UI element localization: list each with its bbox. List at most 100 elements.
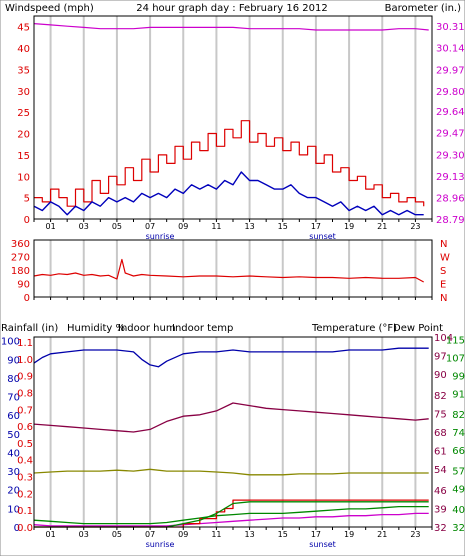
indoor-temp-tick-label: 39 xyxy=(434,505,447,516)
x-tick-label: 21 xyxy=(377,222,387,231)
x-tick-label: 11 xyxy=(211,530,221,539)
indoor-temp-tick-label: 75 xyxy=(434,410,447,421)
baro-tick-label: 28.79 xyxy=(436,215,465,226)
direction-tick-label: 360 xyxy=(11,239,30,250)
sunrise-label: sunrise xyxy=(146,540,175,549)
x-tick-label: 05 xyxy=(112,530,122,539)
temperature-tick-label: 82 xyxy=(452,410,465,421)
indoor-temp-tick-label: 82 xyxy=(434,391,447,402)
humidity-tick-label: 70 xyxy=(7,393,20,404)
humidity-tick-label: 10 xyxy=(7,504,20,515)
humidity-series-line xyxy=(33,347,429,368)
x-tick-label: 17 xyxy=(311,222,321,231)
indoor-temp-series-line xyxy=(33,402,429,433)
x-tick-label: 07 xyxy=(145,530,155,539)
x-tick-label: 03 xyxy=(79,222,89,231)
baro-tick-label: 30.31 xyxy=(436,22,465,33)
indoor-temp-tick-label: 32 xyxy=(434,523,447,534)
x-tick-label: 23 xyxy=(410,222,420,231)
temperature-tick-label: 57 xyxy=(452,466,465,477)
direction-tick-label: 180 xyxy=(11,266,30,277)
indoor-temp-tick-label: 68 xyxy=(434,428,447,439)
rain-tick-label: 0.5 xyxy=(17,439,33,450)
indoor-temp-tick-label: 54 xyxy=(434,465,447,476)
wind-tick-label: 30 xyxy=(17,87,30,98)
baro-tick-label: 28.96 xyxy=(436,193,465,204)
indoor-temp-tick-label: 46 xyxy=(434,486,447,497)
rain-tick-label: 0.3 xyxy=(17,473,33,484)
x-tick-label: 11 xyxy=(211,222,221,231)
temperature-axis-title: Temperature (°F) xyxy=(311,323,397,334)
dew-point-series-line xyxy=(33,512,429,527)
gust-series-line xyxy=(34,120,425,207)
rain-axis-title: Rainfall (in) xyxy=(1,323,58,334)
x-tick-label: 09 xyxy=(178,530,188,539)
direction-tick-label: 90 xyxy=(17,280,30,291)
temperature-series-line xyxy=(33,505,429,525)
baro-tick-label: 29.80 xyxy=(436,87,465,98)
compass-tick-label: W xyxy=(440,253,450,264)
direction-tick-label: 0 xyxy=(24,293,30,304)
sunrise-label: sunrise xyxy=(146,232,175,241)
humidity-tick-label: 100 xyxy=(1,337,20,348)
avg-wind-series-line xyxy=(33,171,424,216)
rain-tick-label: 0.1 xyxy=(17,506,33,517)
indoor-temp-tick-label: 97 xyxy=(434,351,447,362)
indoor-hum-series-line xyxy=(33,468,429,476)
indoor-temp-tick-label: 61 xyxy=(434,446,447,457)
x-tick-label: 21 xyxy=(377,530,387,539)
indoor-temp-tick-label: 90 xyxy=(434,370,447,381)
rain-tick-label: 0.6 xyxy=(17,422,33,433)
baro-tick-label: 29.97 xyxy=(436,65,465,76)
indoor-hum-label: Indoor hum xyxy=(118,323,176,334)
barometer-series-line xyxy=(33,23,429,31)
wind-tick-label: 5 xyxy=(24,194,30,205)
compass-tick-label: E xyxy=(440,280,446,291)
wind-tick-label: 10 xyxy=(17,172,30,183)
x-tick-label: 17 xyxy=(311,530,321,539)
rain-tick-label: 0.7 xyxy=(17,405,33,416)
chart-title: 24 hour graph day : February 16 2012 xyxy=(136,3,327,14)
x-tick-label: 07 xyxy=(145,222,155,231)
wind-tick-label: 40 xyxy=(17,44,30,55)
wind-tick-label: 35 xyxy=(17,65,30,76)
x-tick-label: 13 xyxy=(244,530,254,539)
rain-tick-label: 0.8 xyxy=(17,388,33,399)
x-tick-label: 01 xyxy=(45,530,55,539)
wind-tick-label: 0 xyxy=(24,215,30,226)
wind-direction-series-line xyxy=(33,258,424,283)
direction-tick-label: 270 xyxy=(11,253,30,264)
humidity-tick-label: 50 xyxy=(7,430,20,441)
rain-tick-label: 0.0 xyxy=(17,523,33,534)
x-tick-label: 03 xyxy=(79,530,89,539)
temperature-tick-label: 49 xyxy=(452,485,465,496)
wind-tick-label: 15 xyxy=(17,151,30,162)
temperature-tick-label: 115 xyxy=(446,335,465,346)
indoor-temp-label: Indoor temp xyxy=(172,323,233,334)
sunset-label: sunset xyxy=(309,540,336,549)
temperature-tick-label: 99 xyxy=(452,371,465,382)
baro-tick-label: 29.47 xyxy=(436,129,465,140)
humidity-tick-label: 0 xyxy=(14,523,20,534)
temperature-tick-label: 66 xyxy=(452,446,465,457)
indoor-temp-tick-label: 104 xyxy=(434,333,453,344)
humidity-tick-label: 30 xyxy=(7,467,20,478)
x-tick-label: 15 xyxy=(278,222,288,231)
dew-point-label: Dew Point xyxy=(393,323,443,334)
humidity-tick-label: 90 xyxy=(7,355,20,366)
rain-tick-label: 0.9 xyxy=(17,372,33,383)
rain-tick-label: 0.2 xyxy=(17,489,33,500)
humidity-axis-title: Humidity % xyxy=(67,323,125,334)
baro-tick-label: 30.14 xyxy=(436,44,465,55)
temperature-tick-label: 40 xyxy=(452,505,465,516)
compass-tick-label: N xyxy=(440,293,447,304)
x-tick-label: 15 xyxy=(278,530,288,539)
x-tick-label: 19 xyxy=(344,530,354,539)
baro-tick-label: 29.64 xyxy=(436,107,465,118)
rain-tick-label: 1.0 xyxy=(17,355,33,366)
temperature-tick-label: 107 xyxy=(446,353,465,364)
baro-tick-label: 29.13 xyxy=(436,172,465,183)
humidity-tick-label: 40 xyxy=(7,448,20,459)
wind-tick-label: 20 xyxy=(17,130,30,141)
